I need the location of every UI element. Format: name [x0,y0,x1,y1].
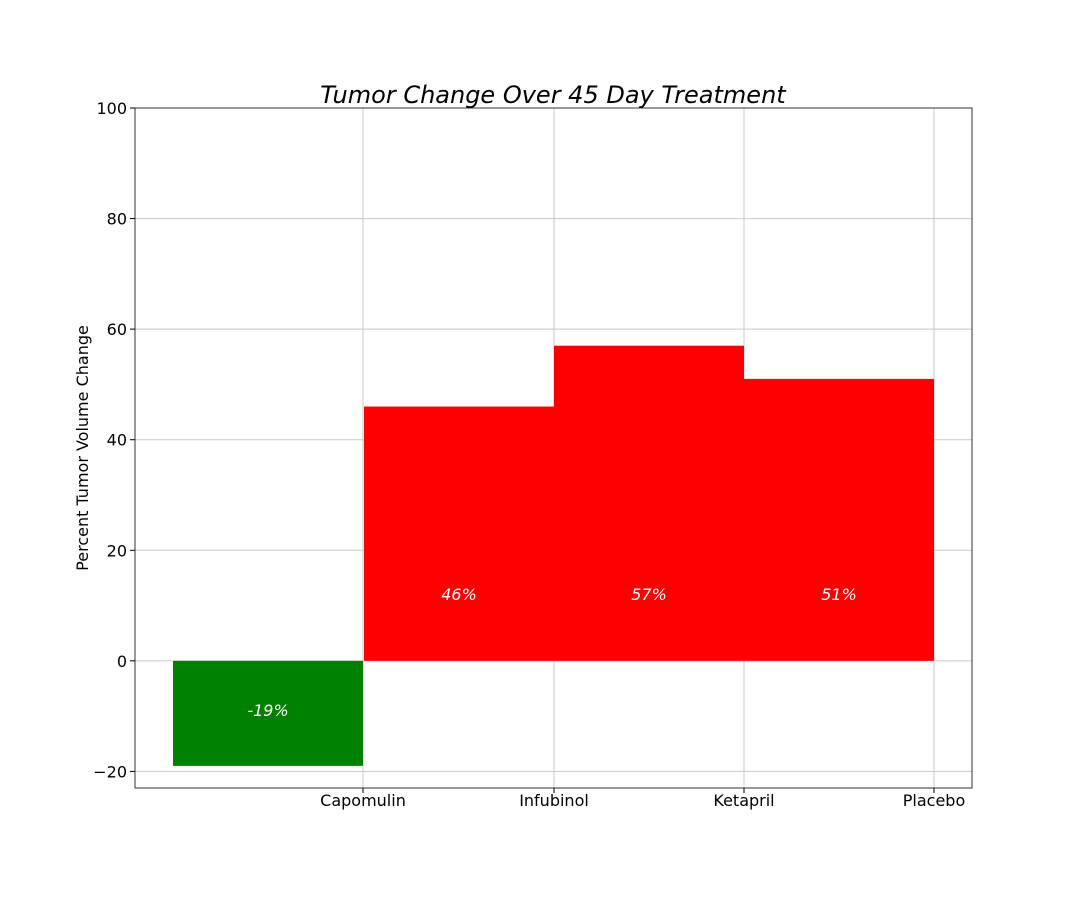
data-label-infubinol: 46% [441,585,477,604]
y-tick-label-1: 0 [117,652,127,671]
y-axis-label: Percent Tumor Volume Change [73,325,92,571]
x-tick-label-ketapril: Ketapril [713,791,774,810]
x-tick-label-infubinol: Infubinol [519,791,589,810]
bar-ketapril [554,345,744,661]
bars [173,345,934,766]
y-axis-ticks: −20 0 20 40 60 80 100 [93,99,135,781]
bar-placebo [744,378,934,661]
data-label-placebo: 51% [821,585,857,604]
bar-capomulin [173,660,363,766]
chart-title: Tumor Change Over 45 Day Treatment [320,81,787,109]
y-tick-label-6: 100 [96,99,127,118]
y-tick-label-5: 80 [107,210,127,229]
data-labels: -19% 46% 57% 51% [247,585,856,720]
bar-infubinol [364,406,554,661]
data-label-ketapril: 57% [631,585,667,604]
x-axis-ticks: Capomulin Infubinol Ketapril Placebo [320,788,965,810]
y-tick-label-3: 40 [107,431,127,450]
x-tick-label-capomulin: Capomulin [320,791,406,810]
x-tick-label-placebo: Placebo [903,791,965,810]
y-tick-label-0: −20 [93,762,127,781]
y-tick-label-2: 20 [107,541,127,560]
y-tick-label-4: 60 [107,320,127,339]
data-label-capomulin: -19% [247,701,288,720]
